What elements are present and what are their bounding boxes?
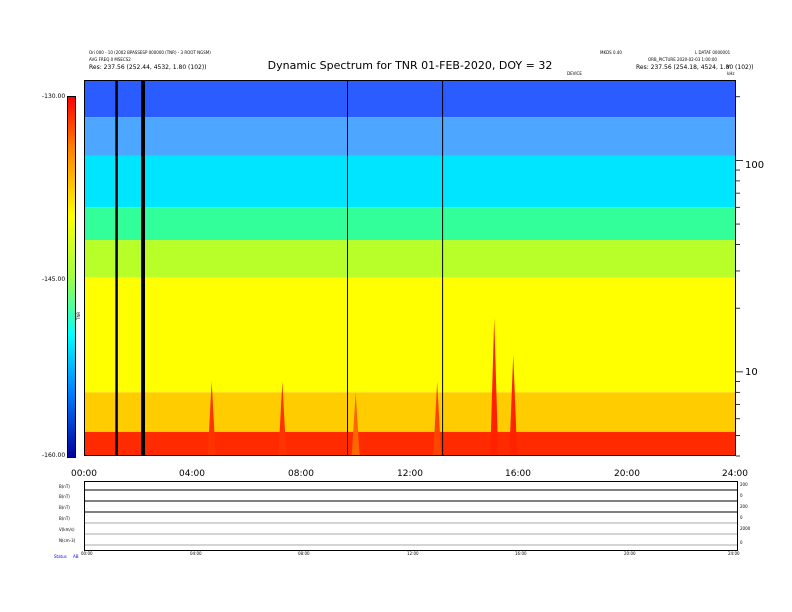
row-label-3: B(nT) [59,516,70,521]
header-right-line3: Res: 237.56 (254.18, 4524, 1.80 (102)) [636,64,754,71]
y-tick-label-10: 10 [745,367,758,378]
row-label-4: V(km/s) [59,527,75,532]
row-label-2: B(nT) [59,505,70,510]
right-value-1: 0 [740,493,743,498]
header-right-line1a: MKDS 0.40 [600,50,622,55]
spectrum-band-6 [84,392,736,432]
spectrum-band-5 [84,277,736,393]
right-value-5: 0 [740,540,743,545]
colorbar [67,96,76,458]
status-value: AB [73,554,79,559]
spectrum-band-0 [84,80,736,118]
right-value-2: 200 [740,504,748,509]
row-label-1: B(nT) [59,494,70,499]
plot-frame [84,80,736,456]
summary-x-tick-4: 16:00 [515,551,527,556]
spectrum-band-1 [84,117,736,156]
colorbar-tick-mid: -145.00 [42,276,66,283]
x-tick-label-5: 20:00 [614,469,640,479]
burst-2 [351,392,360,456]
spectrum-band-4 [84,240,736,278]
x-tick-label-4: 16:00 [505,469,531,479]
x-tick-label-6: 24:00 [722,469,748,479]
header-left-line1: Ori 000 - 10 (2002 BPASSESP 000000 (TNR)… [89,50,211,55]
burst-3 [433,381,442,456]
burst-5 [509,355,518,456]
x-tick-label-1: 04:00 [179,469,205,479]
status-label: Status [54,554,67,559]
row-label-5: N(cm-3) [59,538,76,543]
spectrogram [84,80,736,456]
x-tick-label-0: 00:00 [71,469,97,479]
summary-x-tick-0: 00:00 [81,551,93,556]
corner-label: kHz [727,71,735,76]
burst-0 [207,381,216,456]
burst-1 [278,381,287,456]
colorbar-tick-top: -130.00 [42,93,66,100]
row-label-0: B(nT) [59,484,70,489]
x-tick-label-2: 08:00 [288,469,314,479]
right-value-0: 200 [740,482,748,487]
bottom-summary-panel [84,481,738,551]
summary-x-tick-6: 24:00 [728,551,740,556]
header-right-line1b: L DATAF 0000001 [695,50,731,55]
burst-4 [490,317,499,456]
spectrum-band-2 [84,155,736,208]
right-value-3: 0 [740,515,743,520]
spectrum-band-7 [84,431,736,456]
header-left-line3: Res: 237.56 (252.44, 4532, 1.80 (102)) [89,64,207,71]
colorbar-tick-bottom: -160.00 [42,452,66,459]
colorbar-label: TNR [76,311,81,320]
y-axis [736,96,743,457]
top-marker-label: DEVICE [567,71,582,76]
summary-plot [85,489,737,546]
summary-x-tick-1: 04:00 [190,551,202,556]
spectrogram-plot [84,80,736,456]
spectrum-band-3 [84,207,736,241]
summary-x-tick-3: 12:00 [407,551,419,556]
chart-title: Dynamic Spectrum for TNR 01-FEB-2020, DO… [267,59,553,72]
header-left-line2: AVG FREQ 0 MSECS2 [89,57,131,62]
summary-x-tick-2: 08:00 [298,551,310,556]
corner-v-label: V [727,64,730,69]
x-tick-label-3: 12:00 [397,469,423,479]
y-tick-label-100: 100 [745,160,765,171]
right-value-4: 2000 [740,526,751,531]
header-right-line2: ORB_PICTURE 2020-02-03 1:00:00 [648,57,717,62]
summary-x-tick-5: 20:00 [624,551,636,556]
